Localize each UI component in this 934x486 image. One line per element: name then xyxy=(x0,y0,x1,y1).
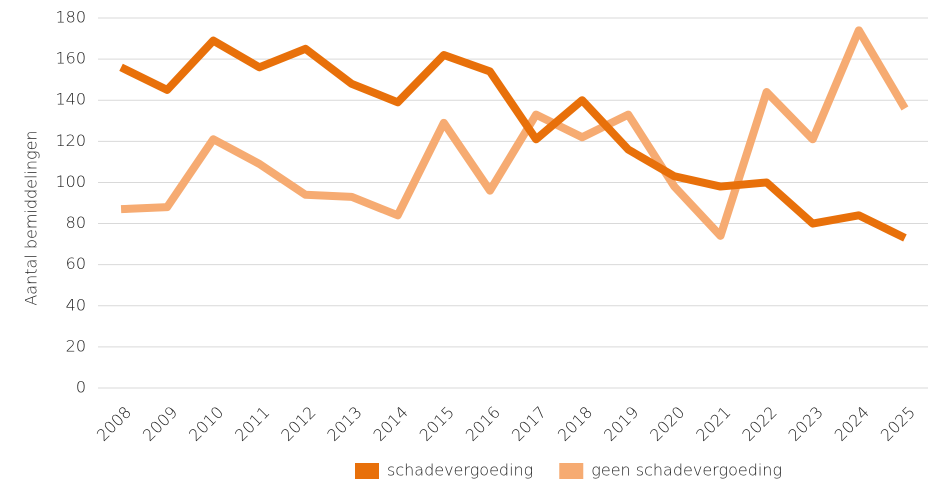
y-tick-label: 40 xyxy=(66,295,86,314)
line-series xyxy=(119,36,907,242)
legend-swatch xyxy=(559,463,584,479)
x-tick-label: 2020 xyxy=(646,403,688,445)
legend-swatch xyxy=(355,463,379,479)
x-tick-label: 2011 xyxy=(231,403,273,445)
y-tick-label: 60 xyxy=(66,254,86,273)
x-tick-label: 2012 xyxy=(277,403,319,445)
y-tick-label: 120 xyxy=(55,131,86,150)
x-tick-label: 2018 xyxy=(554,403,596,445)
x-tick-label: 2014 xyxy=(370,403,412,445)
x-tick-label: 2013 xyxy=(323,403,365,445)
x-tick-label: 2024 xyxy=(831,403,873,445)
x-tick-label: 2009 xyxy=(139,403,181,445)
x-tick-label: 2025 xyxy=(877,403,919,445)
legend-label: geen schadevergoeding xyxy=(591,461,782,480)
x-tick-label: 2015 xyxy=(416,403,458,445)
y-tick-label: 160 xyxy=(55,49,86,68)
y-tick-label: 20 xyxy=(66,336,86,355)
x-tick-label: 2023 xyxy=(785,403,827,445)
y-tick-label: 80 xyxy=(66,213,86,232)
y-tick-label: 140 xyxy=(55,90,86,109)
y-tick-label: 0 xyxy=(76,378,86,397)
x-tick-label: 2010 xyxy=(185,403,227,445)
x-tick-label: 2021 xyxy=(692,403,734,445)
y-tick-label: 100 xyxy=(55,172,86,191)
legend-label: schadevergoeding xyxy=(387,461,533,480)
x-tick-label: 2017 xyxy=(508,403,550,445)
x-tick-label: 2008 xyxy=(93,403,135,445)
x-tick-label: 2016 xyxy=(462,403,504,445)
y-axis-label: Aantal bemiddelingen xyxy=(22,130,41,305)
x-tick-label: 2019 xyxy=(600,403,642,445)
y-tick-label: 180 xyxy=(55,8,86,27)
line-series xyxy=(120,26,909,240)
x-tick-label: 2022 xyxy=(738,403,780,445)
